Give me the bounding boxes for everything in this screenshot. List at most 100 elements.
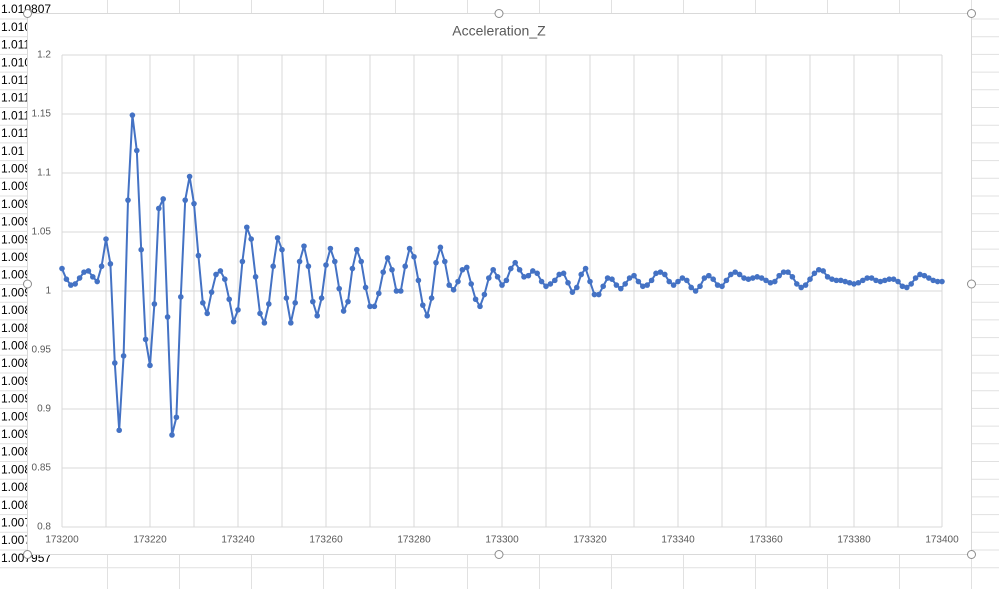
y-tick-label: 1.05 (32, 227, 52, 238)
cell-text: 1.011 (1, 126, 30, 140)
cell-text: 1.008 (1, 445, 31, 459)
data-point (68, 282, 74, 288)
data-point (833, 277, 840, 284)
data-point (81, 269, 87, 275)
data-point (169, 432, 175, 438)
x-tick-label: 173240 (221, 535, 255, 546)
data-point (692, 288, 699, 294)
handle[interactable] (967, 279, 976, 289)
data-point (72, 281, 78, 287)
handle[interactable] (494, 9, 504, 18)
handle[interactable] (494, 550, 504, 559)
handle[interactable] (967, 550, 976, 559)
data-point (90, 274, 96, 280)
data-point (239, 258, 246, 265)
data-point (305, 263, 312, 270)
data-point (798, 284, 804, 291)
handle[interactable] (23, 279, 32, 289)
handle[interactable] (967, 9, 976, 18)
data-point (512, 259, 518, 266)
data-point (732, 269, 738, 275)
data-point (780, 269, 787, 275)
data-point (142, 336, 149, 343)
data-point (138, 246, 144, 253)
handle[interactable] (23, 9, 32, 18)
data-point (398, 288, 404, 294)
data-point (178, 294, 184, 300)
data-point (244, 224, 250, 231)
data-point (160, 196, 166, 202)
data-point (556, 271, 562, 278)
data-point (464, 264, 470, 271)
data-point (349, 265, 356, 272)
cell-text: 1.009 (1, 285, 31, 299)
data-point (85, 268, 92, 274)
data-point (437, 244, 444, 251)
data-point (296, 258, 303, 265)
data-point (481, 291, 488, 298)
x-tick-label: 173300 (485, 535, 519, 546)
data-point (420, 302, 426, 308)
data-point (807, 276, 813, 283)
data-point (314, 312, 321, 319)
data-point (486, 275, 492, 281)
data-point (860, 277, 866, 284)
data-point (640, 283, 646, 290)
data-point (301, 243, 307, 249)
data-point (182, 197, 188, 203)
data-point (208, 289, 215, 295)
data-point (107, 261, 114, 267)
data-point (270, 263, 277, 270)
handle[interactable] (23, 550, 32, 559)
data-point (657, 269, 664, 275)
data-point (521, 274, 527, 280)
data-point (706, 272, 712, 279)
data-point (886, 276, 892, 283)
data-point (516, 266, 523, 273)
data-point (125, 197, 131, 203)
data-point (248, 236, 254, 242)
data-point (538, 278, 545, 285)
x-tick-label: 173380 (837, 535, 871, 546)
y-tick-label: 0.9 (37, 404, 51, 415)
cell-text: 1.010807 (1, 2, 51, 16)
data-point (618, 285, 624, 292)
cell-text: 1.011 (1, 91, 30, 105)
data-point (921, 272, 928, 279)
data-point (279, 246, 285, 253)
data-point (459, 266, 466, 273)
x-tick-label: 173200 (45, 535, 79, 546)
data-point (543, 283, 549, 290)
data-point (310, 298, 316, 305)
cell-text: 1.008 (1, 303, 31, 317)
x-tick-label: 173220 (133, 535, 167, 546)
data-point (679, 275, 686, 281)
data-point (318, 295, 325, 301)
data-point (213, 271, 219, 278)
data-point (292, 300, 299, 306)
data-point (842, 278, 848, 285)
data-point (710, 276, 716, 283)
data-point (151, 301, 158, 307)
data-point (59, 265, 65, 272)
data-point (94, 278, 100, 285)
data-point (345, 298, 351, 305)
data-point (173, 414, 180, 421)
data-point (63, 276, 70, 283)
cell-text: 1.011 (1, 38, 30, 52)
data-point (794, 281, 800, 287)
data-point (600, 283, 606, 290)
data-point (917, 271, 923, 278)
cell-text: 1.009 (1, 392, 31, 406)
data-point (908, 281, 914, 287)
x-tick-label: 173400 (925, 535, 959, 546)
data-point (222, 276, 228, 283)
y-tick-label: 0.85 (32, 463, 52, 474)
data-point (288, 320, 294, 326)
data-point (503, 277, 510, 284)
data-point (574, 284, 580, 291)
data-point (697, 283, 703, 290)
cell-text: 1.009 (1, 409, 31, 423)
y-tick-label: 1.2 (37, 50, 51, 61)
